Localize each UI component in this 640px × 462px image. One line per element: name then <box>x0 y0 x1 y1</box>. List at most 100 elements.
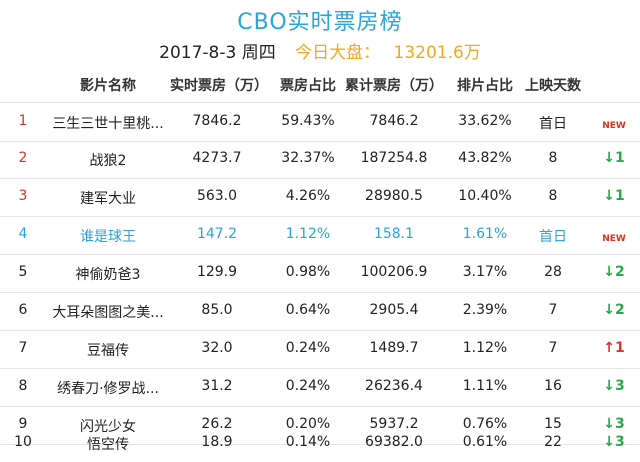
schedule-cell: 33.62% <box>458 113 512 129</box>
rank-cell: 9 <box>18 416 28 432</box>
name-cell: 神偷奶爸3 <box>75 267 141 283</box>
cumulative-cell: 1489.7 <box>369 340 419 356</box>
realtime-cell: 32.0 <box>201 340 233 356</box>
trend-indicator: NEW <box>592 116 636 132</box>
share-cell: 32.37% <box>281 150 335 166</box>
days-cell: 16 <box>544 378 562 394</box>
schedule-cell: 0.76% <box>462 416 508 432</box>
rank-cell: 10 <box>14 434 32 450</box>
trend-text: 1 <box>614 340 625 356</box>
trend-indicator: ↓3 <box>592 434 636 450</box>
realtime-cell: 563.0 <box>196 188 238 204</box>
trend-arrow-icon: ↓ <box>603 150 615 166</box>
share-cell: 4.26% <box>285 188 331 204</box>
share-cell: 0.14% <box>285 434 331 450</box>
schedule-cell: 1.11% <box>462 378 508 394</box>
table-row[interactable]: 6 大耳朵图图之美... 85.0 0.64% 2905.4 2.39% 7 ↓… <box>0 292 640 331</box>
trend-text: 3 <box>614 416 625 432</box>
table-row[interactable]: 8 绣春刀·修罗战... 31.2 0.24% 26236.4 1.11% 16… <box>0 368 640 407</box>
trend-text: 3 <box>614 378 625 394</box>
table-row[interactable]: 4 谁是球王 147.2 1.12% 158.1 1.61% 首日 NEW <box>0 216 640 255</box>
cumulative-cell: 5937.2 <box>369 416 419 432</box>
rank-cell: 8 <box>18 378 28 394</box>
share-cell: 0.24% <box>285 340 331 356</box>
cumulative-cell: 187254.8 <box>360 150 428 166</box>
realtime-cell: 31.2 <box>201 378 233 394</box>
trend-text: NEW <box>602 234 626 244</box>
rank-cell: 6 <box>18 302 28 318</box>
trend-text: NEW <box>602 121 626 131</box>
trend-indicator: ↓2 <box>592 302 636 318</box>
share-cell: 1.12% <box>285 226 331 242</box>
rank-cell: 4 <box>18 226 28 242</box>
name-cell: 建军大业 <box>80 191 136 207</box>
table-row[interactable]: 9 闪光少女 26.2 0.20% 5937.2 0.76% 15 ↓3 <box>0 406 640 445</box>
realtime-cell: 129.9 <box>196 264 238 280</box>
name-cell: 悟空传 <box>87 437 129 453</box>
table-row[interactable]: 10 悟空传 18.9 0.14% 69382.0 0.61% 22 ↓3 <box>0 424 640 462</box>
name-cell: 大耳朵图图之美... <box>52 305 164 321</box>
share-cell: 0.24% <box>285 378 331 394</box>
trend-arrow-icon: ↓ <box>603 264 615 280</box>
trend-text: 2 <box>614 302 625 318</box>
days-cell: 22 <box>544 434 562 450</box>
table-row[interactable]: 2 战狼2 4273.7 32.37% 187254.8 43.82% 8 ↓1 <box>0 140 640 179</box>
days-cell: 首日 <box>539 116 567 132</box>
name-cell: 三生三世十里桃... <box>52 116 164 132</box>
rank-cell: 2 <box>18 150 28 166</box>
cumulative-cell: 2905.4 <box>369 302 419 318</box>
realtime-cell: 147.2 <box>196 226 238 242</box>
trend-indicator: ↓1 <box>592 150 636 166</box>
schedule-cell: 3.17% <box>462 264 508 280</box>
realtime-cell: 18.9 <box>201 434 233 450</box>
realtime-cell: 7846.2 <box>192 113 242 129</box>
table-row[interactable]: 1 三生三世十里桃... 7846.2 59.43% 7846.2 33.62%… <box>0 102 640 142</box>
total-label: 今日大盘： <box>295 43 381 63</box>
trend-arrow-icon: ↓ <box>603 434 615 450</box>
schedule-cell: 10.40% <box>458 188 512 204</box>
rank-cell: 7 <box>18 340 28 356</box>
cumulative-cell: 7846.2 <box>369 113 419 129</box>
days-cell: 首日 <box>539 229 567 245</box>
trend-indicator: ↓3 <box>592 378 636 394</box>
days-cell: 7 <box>548 340 558 356</box>
schedule-cell: 1.61% <box>462 226 508 242</box>
days-cell: 28 <box>544 264 562 280</box>
name-cell: 闪光少女 <box>80 419 136 435</box>
name-cell: 谁是球王 <box>80 229 136 245</box>
trend-text: 3 <box>614 434 625 450</box>
header-realtime: 实时票房（万） <box>170 78 268 94</box>
header-share: 票房占比 <box>280 78 336 94</box>
total-value: 13201.6万 <box>393 43 481 63</box>
cumulative-cell: 26236.4 <box>365 378 423 394</box>
share-cell: 0.20% <box>285 416 331 432</box>
name-cell: 豆福传 <box>87 343 129 359</box>
table-row[interactable]: 3 建军大业 563.0 4.26% 28980.5 10.40% 8 ↓1 <box>0 178 640 217</box>
cumulative-cell: 100206.9 <box>360 264 428 280</box>
rank-cell: 5 <box>18 264 28 280</box>
cumulative-cell: 158.1 <box>373 226 415 242</box>
date-label: 2017-8-3 周四 <box>159 43 276 63</box>
days-cell: 8 <box>548 188 558 204</box>
table-row[interactable]: 7 豆福传 32.0 0.24% 1489.7 1.12% 7 ↑1 <box>0 330 640 369</box>
subtitle: 2017-8-3 周四 今日大盘： 13201.6万 <box>0 38 640 63</box>
days-cell: 7 <box>548 302 558 318</box>
page-title: CBO实时票房榜 <box>237 10 403 35</box>
cumulative-cell: 28980.5 <box>365 188 423 204</box>
rank-cell: 1 <box>18 113 28 129</box>
table-row[interactable]: 5 神偷奶爸3 129.9 0.98% 100206.9 3.17% 28 ↓2 <box>0 254 640 293</box>
trend-indicator: ↑1 <box>592 340 636 356</box>
days-cell: 8 <box>548 150 558 166</box>
trend-arrow-icon: ↑ <box>603 340 615 356</box>
header-schedule: 排片占比 <box>457 78 513 94</box>
realtime-cell: 85.0 <box>201 302 233 318</box>
share-cell: 0.98% <box>285 264 331 280</box>
schedule-cell: 43.82% <box>458 150 512 166</box>
trend-arrow-icon: ↓ <box>603 416 615 432</box>
trend-text: 1 <box>614 150 625 166</box>
trend-indicator: ↓1 <box>592 188 636 204</box>
trend-arrow-icon: ↓ <box>603 378 615 394</box>
trend-indicator: NEW <box>592 229 636 245</box>
trend-indicator: ↓3 <box>592 416 636 432</box>
trend-text: 2 <box>614 264 625 280</box>
